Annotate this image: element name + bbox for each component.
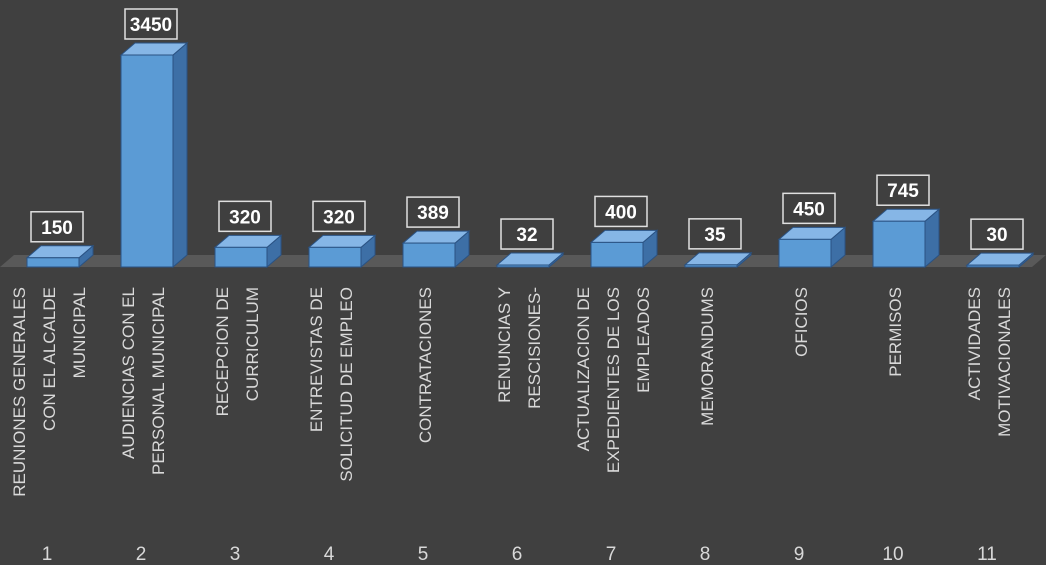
category-name: EMPLEADOS	[634, 287, 653, 393]
value-label: 320	[229, 207, 261, 228]
value-label-box	[30, 211, 84, 243]
category-name: RESCISIONES-	[525, 287, 544, 409]
category-name: MEMORANDUMS	[698, 287, 717, 426]
bar-front	[684, 264, 738, 268]
x-tick-label: 2	[136, 544, 147, 565]
bar-front	[214, 246, 268, 268]
bar-front	[120, 54, 174, 268]
value-label: 400	[605, 202, 637, 223]
value-label: 745	[887, 181, 919, 202]
bar	[213, 234, 283, 269]
category-name: MOTIVACIONALES	[995, 287, 1014, 437]
value-label-box	[782, 192, 836, 225]
category-name: REUNIONES GENERALES	[10, 287, 29, 497]
category-name: AUDIENCIAS CON EL	[119, 287, 138, 459]
bar	[871, 208, 941, 269]
value-label-box	[218, 200, 272, 233]
bar	[119, 41, 189, 269]
x-tick-label: 7	[606, 544, 617, 565]
value-label: 32	[516, 225, 537, 246]
bar	[683, 251, 753, 269]
value-label-box	[312, 200, 366, 233]
x-tick-label: 3	[230, 544, 241, 565]
value-label: 150	[41, 218, 73, 239]
bar-front	[778, 238, 832, 268]
x-tick-label: 11	[977, 544, 997, 565]
value-label: 389	[417, 203, 449, 224]
x-tick-label: 6	[512, 544, 523, 565]
value-label-box	[688, 218, 742, 250]
category-name: CURRICULUM	[243, 287, 262, 401]
x-tick-label: 5	[418, 544, 429, 565]
category-name: PERSONAL MUNICIPAL	[149, 287, 168, 475]
category-name: ENTREVISTAS DE	[307, 287, 326, 432]
category-name: ACTUALIZACION DE	[574, 287, 593, 451]
x-tick-label: 1	[42, 544, 53, 565]
bar	[777, 226, 847, 269]
bar	[401, 230, 471, 269]
value-label-box	[124, 8, 178, 40]
bar-front	[402, 242, 456, 268]
bar-front	[26, 257, 80, 268]
value-label: 30	[986, 225, 1007, 246]
bar-front	[966, 264, 1020, 268]
x-tick-label: 8	[700, 544, 711, 565]
category-name: CONTRATACIONES	[416, 287, 435, 443]
bar	[965, 252, 1035, 269]
bar-front	[308, 246, 362, 268]
x-tick-label: 10	[882, 544, 903, 565]
value-label: 35	[704, 225, 726, 246]
category-name: EXPEDIENTES DE LOS	[604, 287, 623, 473]
bar-front	[872, 220, 926, 268]
category-name: MUNICIPAL	[70, 287, 89, 378]
category-name: PERMISOS	[886, 287, 905, 377]
bar	[25, 244, 95, 269]
bar	[307, 234, 377, 269]
value-label-box	[500, 218, 554, 250]
category-name: OFICIOS	[792, 287, 811, 357]
value-label-box	[970, 218, 1024, 250]
value-label: 320	[323, 207, 355, 228]
bar	[589, 229, 659, 269]
x-tick-label: 4	[324, 544, 335, 565]
bar	[495, 251, 565, 269]
bar-front	[496, 264, 550, 268]
bar-front	[590, 241, 644, 268]
value-label-box	[876, 174, 930, 206]
category-name: RENUNCIAS Y	[495, 287, 514, 403]
category-name: SOLICITUD DE EMPLEO	[337, 287, 356, 482]
category-name: RECEPCION DE	[213, 287, 232, 416]
bar-side	[172, 41, 188, 269]
value-label: 3450	[130, 15, 172, 36]
x-tick-label: 9	[794, 544, 805, 565]
value-label: 450	[793, 199, 825, 220]
value-label-box	[406, 196, 460, 228]
category-name: ACTIVIDADES	[965, 287, 984, 400]
category-name: CON EL ALCALDE	[40, 287, 59, 431]
value-label-box	[594, 195, 648, 228]
